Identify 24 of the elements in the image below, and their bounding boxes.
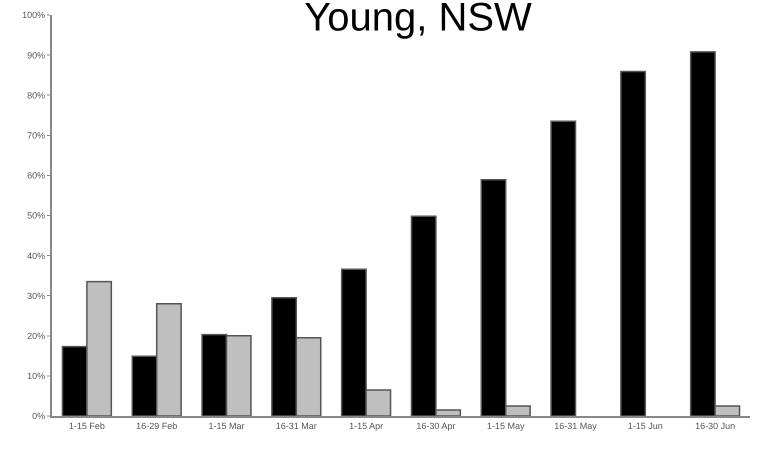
x-tick-label: 16-29 Feb [136, 420, 178, 431]
y-tick-label: 10% [27, 371, 46, 382]
y-tick-label: 50% [27, 210, 46, 221]
x-tick-label: 1-15 Mar [208, 420, 245, 431]
y-tick-label: 0% [32, 411, 46, 422]
y-tick-label: 70% [27, 130, 46, 140]
y-tick-label: 80% [27, 90, 46, 100]
x-tick-label: 1-15 May [486, 420, 525, 431]
y-tick-label: 30% [27, 290, 46, 301]
x-tick-label: 16-31 Mar [276, 420, 317, 431]
x-tick-label: 1-15 Jun [628, 420, 663, 431]
x-tick-label: 16-30 Jun [695, 420, 736, 431]
x-tick-label: 1-15 Feb [68, 420, 105, 431]
x-tick-label: 1-15 Apr [349, 420, 384, 431]
x-tick-label: 16-30 Apr [416, 420, 456, 431]
y-tick-label: 60% [27, 170, 46, 181]
y-tick-label: 100% [22, 10, 46, 20]
bar [550, 120, 576, 416]
x-tick-label: 16-31 May [554, 420, 598, 431]
y-tick-label: 40% [27, 250, 46, 261]
bar [620, 70, 646, 416]
y-tick-label: 90% [27, 50, 46, 60]
chart-title: Young, NSW [304, 0, 532, 40]
y-tick-label: 20% [27, 330, 46, 341]
